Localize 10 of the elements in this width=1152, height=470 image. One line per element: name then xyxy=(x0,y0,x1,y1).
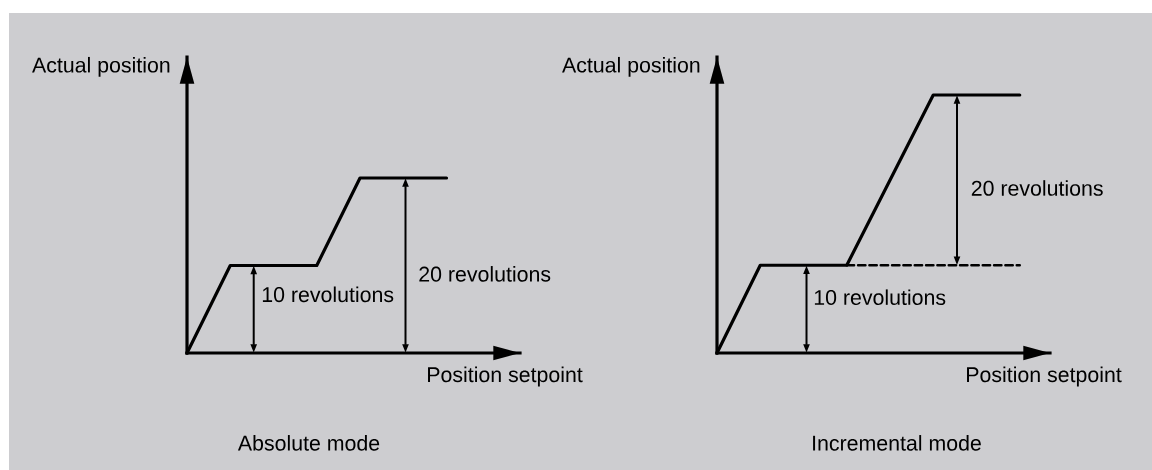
annotation: 10 revolutions xyxy=(262,286,394,303)
x-axis-title: Position setpoint xyxy=(967,366,1122,387)
text: Absolute mode xyxy=(237,435,380,451)
annotation: 20 revolutions xyxy=(971,180,1103,196)
annotation: 10 revolutions xyxy=(814,289,946,306)
text: Incremental mode xyxy=(813,435,981,451)
x-axis-title: Position setpoint xyxy=(428,366,583,387)
y-axis-title: Actual position xyxy=(562,56,700,77)
y-axis-title: Actual position xyxy=(32,56,170,77)
annotation: 20 revolutions xyxy=(419,266,551,282)
